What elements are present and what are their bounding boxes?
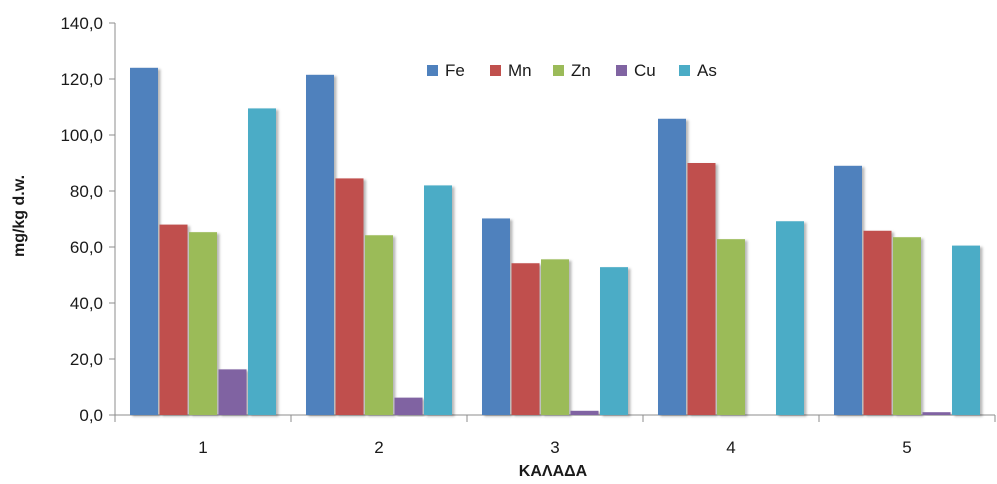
bar-fe-4 [658, 118, 686, 415]
bar-as-2 [424, 185, 452, 415]
legend-swatch [553, 65, 564, 76]
legend-label: Cu [634, 61, 656, 80]
y-tick-label: 60,0 [70, 238, 103, 257]
x-tick-label: 2 [374, 438, 383, 457]
bar-zn-2 [365, 235, 393, 415]
bar-as-1 [248, 108, 276, 416]
bar-zn-5 [893, 237, 921, 415]
bar-fe-3 [482, 218, 510, 415]
bar-zn-3 [541, 259, 569, 415]
x-axis-title: ΚΑΛΑΔΑ [519, 463, 588, 480]
bar-cu-3 [570, 410, 599, 415]
bar-mn-2 [335, 178, 364, 415]
bar-mn-5 [863, 230, 892, 415]
bars [130, 67, 980, 416]
y-axis-title: mg/kg d.w. [11, 175, 28, 257]
x-tick-label: 4 [726, 438, 735, 457]
y-tick-label: 40,0 [70, 294, 103, 313]
legend-label: Fe [445, 61, 465, 80]
legend-swatch [616, 65, 627, 76]
legend-label: Zn [571, 61, 591, 80]
bar-fe-2 [306, 74, 334, 416]
bar-mn-3 [511, 263, 540, 415]
bar-fe-1 [130, 67, 158, 416]
bar-zn-4 [717, 239, 745, 415]
bar-as-3 [600, 267, 628, 415]
bar-fe-5 [834, 165, 862, 415]
y-tick-label: 100,0 [60, 126, 103, 145]
legend-swatch [427, 65, 438, 76]
bar-zn-1 [189, 232, 217, 415]
bar-cu-5 [922, 412, 951, 415]
y-tick-label: 120,0 [60, 70, 103, 89]
legend-label: As [697, 61, 717, 80]
x-axis: 1 2 3 4 5 [114, 414, 996, 457]
x-tick-label: 3 [550, 438, 559, 457]
bar-mn-4 [687, 163, 716, 415]
bar-as-4 [776, 221, 804, 415]
bar-cu-2 [394, 397, 423, 415]
bar-mn-1 [159, 224, 188, 415]
bar-cu-1 [218, 369, 247, 415]
y-axis: 0,0 20,0 40,0 60,0 80,0 100,0 120,0 140,0 [60, 14, 116, 425]
x-tick-label: 1 [198, 438, 207, 457]
y-tick-label: 140,0 [60, 14, 103, 33]
legend-swatch [490, 65, 501, 76]
y-tick-label: 80,0 [70, 182, 103, 201]
legend-label: Mn [508, 61, 532, 80]
y-tick-label: 20,0 [70, 350, 103, 369]
legend-swatch [679, 65, 690, 76]
legend: Fe Mn Zn Cu As [427, 61, 717, 80]
y-tick-label: 0,0 [79, 406, 103, 425]
x-tick-label: 5 [902, 438, 911, 457]
bar-as-5 [952, 245, 980, 415]
